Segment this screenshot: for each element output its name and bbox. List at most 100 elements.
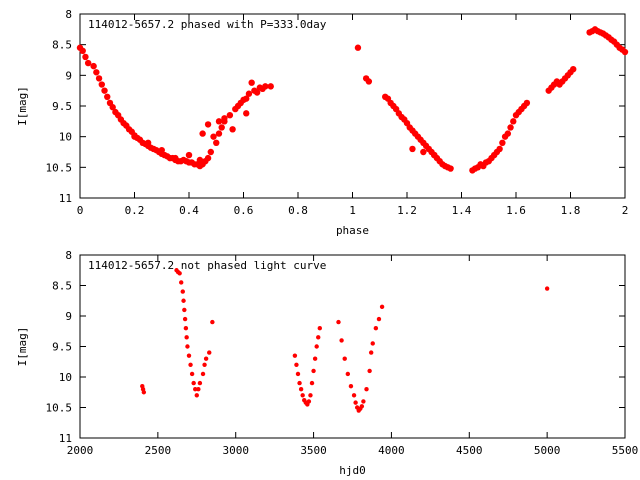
data-point xyxy=(144,139,152,146)
data-point xyxy=(499,139,506,146)
data-point xyxy=(196,156,204,164)
data-point xyxy=(189,371,195,377)
data-point xyxy=(186,353,192,358)
y-tick-label: 11 xyxy=(59,432,72,445)
x-tick-label: 1.6 xyxy=(506,204,526,217)
data-point xyxy=(197,380,203,386)
data-point xyxy=(226,112,234,119)
data-point xyxy=(196,387,201,392)
data-point xyxy=(188,362,193,367)
data-point xyxy=(183,326,189,331)
data-point xyxy=(177,271,182,276)
data-point xyxy=(234,102,242,110)
chart-title: 114012-5657.2 phased with P=333.0day xyxy=(88,18,327,31)
y-tick-label: 10 xyxy=(59,131,72,144)
data-point xyxy=(306,399,312,404)
data-point xyxy=(109,104,116,111)
x-tick-label: 1.8 xyxy=(561,204,581,217)
x-tick-label: 0 xyxy=(77,204,84,217)
data-point xyxy=(339,338,344,343)
data-point xyxy=(141,390,147,395)
x-tick-label: 3000 xyxy=(222,444,249,457)
data-point xyxy=(510,118,517,125)
data-point xyxy=(267,83,274,90)
data-point xyxy=(354,44,362,51)
chart-title: 114012-5657.2 not phased light curve xyxy=(88,259,326,272)
data-point xyxy=(348,383,354,389)
y-tick-label: 10.5 xyxy=(46,161,73,174)
data-point xyxy=(204,121,212,128)
y-tick-label: 8.5 xyxy=(52,280,72,293)
y-tick-label: 10.5 xyxy=(46,402,73,415)
x-tick-label: 0.2 xyxy=(125,204,145,217)
data-point xyxy=(300,393,305,398)
data-point xyxy=(199,130,206,137)
data-point xyxy=(182,307,187,313)
data-point xyxy=(182,316,188,322)
data-point xyxy=(210,133,217,140)
y-tick-label: 8 xyxy=(65,249,72,262)
data-point xyxy=(104,93,111,101)
data-point xyxy=(243,110,250,117)
data-point xyxy=(431,151,438,159)
data-point xyxy=(345,371,351,377)
data-point xyxy=(203,356,209,361)
x-tick-label: 1 xyxy=(349,204,356,217)
data-point xyxy=(367,368,372,374)
y-axis-label: I[mag] xyxy=(16,327,29,367)
x-tick-label: 4000 xyxy=(378,444,405,457)
data-point xyxy=(297,380,302,386)
data-point xyxy=(314,344,319,349)
y-tick-label: 9.5 xyxy=(52,341,72,354)
data-point xyxy=(353,400,358,405)
data-point xyxy=(373,326,379,331)
x-tick-label: 1.2 xyxy=(397,204,417,217)
data-point xyxy=(376,316,382,322)
data-point xyxy=(193,387,198,392)
data-point xyxy=(379,304,385,310)
data-point xyxy=(207,350,212,355)
data-point xyxy=(570,66,577,73)
data-point xyxy=(213,139,220,146)
data-point xyxy=(82,53,89,61)
x-tick-label: 5500 xyxy=(612,444,639,457)
data-point xyxy=(180,289,185,294)
data-point xyxy=(292,353,298,358)
data-point xyxy=(79,47,86,54)
data-point xyxy=(207,148,214,156)
x-tick-label: 2000 xyxy=(67,444,94,457)
data-point xyxy=(240,96,247,104)
y-tick-label: 11 xyxy=(59,192,72,205)
data-point xyxy=(294,362,299,367)
data-point xyxy=(259,85,266,93)
data-point xyxy=(496,145,503,153)
data-point xyxy=(185,344,190,349)
y-tick-label: 9 xyxy=(65,310,72,323)
data-point xyxy=(215,130,223,137)
data-point xyxy=(200,371,206,377)
x-tick-label: 1.4 xyxy=(452,204,472,217)
data-point xyxy=(194,393,199,398)
data-point xyxy=(317,326,322,331)
data-point xyxy=(184,335,189,340)
x-tick-label: 0.4 xyxy=(179,204,199,217)
data-point xyxy=(368,350,374,355)
x-tick-label: 0.6 xyxy=(234,204,254,217)
data-point xyxy=(202,362,207,367)
y-tick-label: 9.5 xyxy=(52,100,72,113)
data-point xyxy=(93,69,100,76)
data-point xyxy=(409,145,416,153)
data-point xyxy=(179,280,184,285)
data-point xyxy=(98,81,106,88)
x-axis-label: phase xyxy=(336,224,369,237)
chart-panel-1: 0 0.2 0.4 0.6 0.8 1 1.2 1.4 1.6 1.8 2 8 8.5 9 9.5 10 10.… xyxy=(16,8,628,237)
data-point xyxy=(185,151,193,159)
data-point xyxy=(316,335,321,340)
data-point xyxy=(308,393,313,398)
data-point xyxy=(158,146,165,154)
data-point xyxy=(621,48,629,56)
data-point xyxy=(101,87,108,94)
x-tick-label: 5000 xyxy=(534,444,561,457)
data-point xyxy=(312,356,318,361)
data-point xyxy=(131,133,138,140)
